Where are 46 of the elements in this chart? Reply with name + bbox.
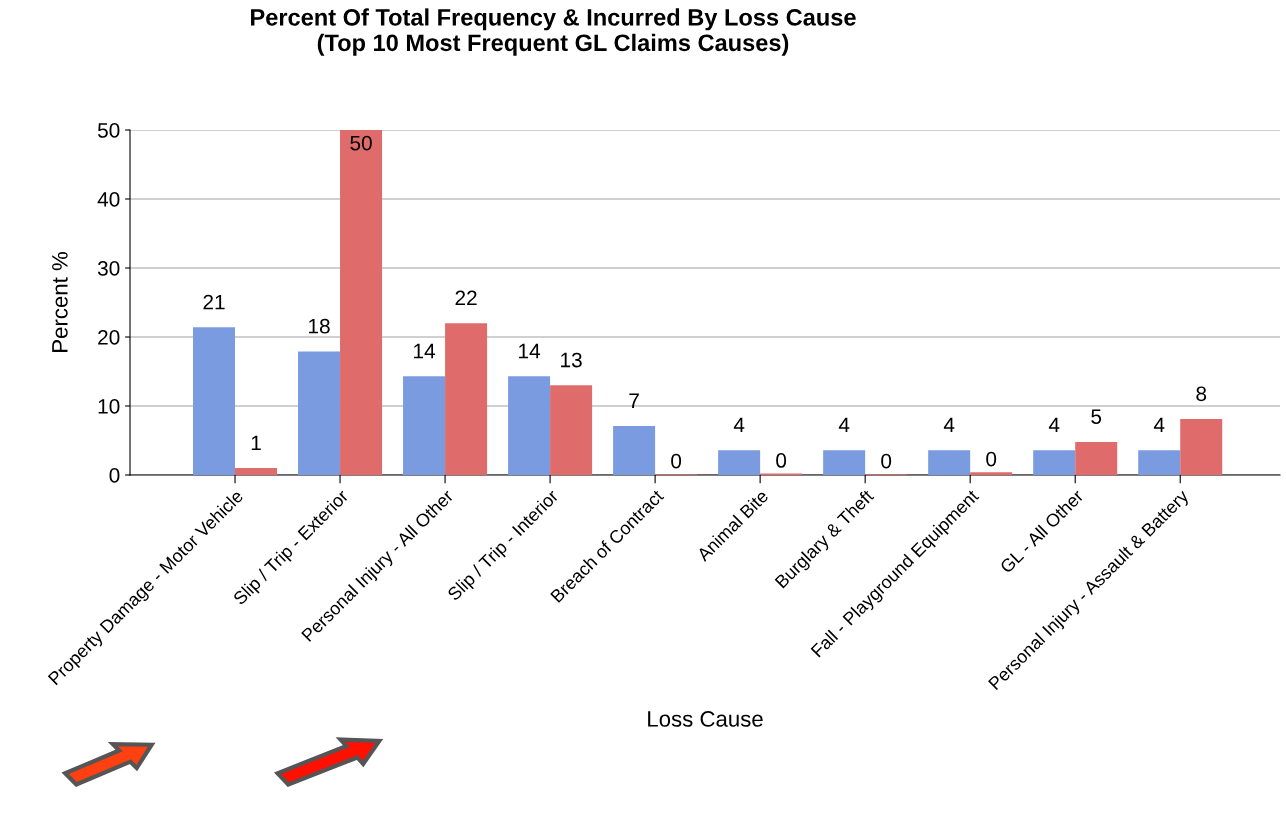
y-tick-label: 50	[97, 123, 120, 138]
data-label: 4	[943, 417, 955, 433]
data-label: 22	[455, 290, 477, 306]
y-tick-label: 0	[109, 468, 120, 483]
data-label: 1	[251, 435, 261, 450]
bar	[403, 376, 446, 475]
data-label: 0	[671, 453, 682, 469]
x-axis-title: Loss Cause	[648, 711, 763, 727]
bar	[1075, 441, 1118, 475]
bar	[235, 468, 278, 475]
bar	[1033, 450, 1076, 475]
data-label: 0	[986, 451, 997, 467]
data-label: 50	[350, 135, 372, 151]
bar	[508, 376, 551, 475]
data-label: 4	[1048, 417, 1060, 433]
data-label: 14	[414, 343, 436, 359]
data-label: 13	[561, 352, 582, 368]
bar	[550, 385, 593, 475]
data-label: 8	[1196, 386, 1207, 402]
bar	[1138, 450, 1181, 475]
bar	[193, 327, 236, 475]
y-tick-label: 10	[98, 399, 120, 414]
data-label: 4	[733, 417, 745, 433]
y-tick-label: 40	[97, 192, 120, 207]
bar	[970, 472, 1013, 475]
bar	[613, 426, 656, 475]
y-axis-title: Percent %	[52, 252, 68, 352]
y-tick-label: 30	[97, 261, 120, 276]
bar	[1180, 419, 1223, 475]
y-tick-label: 20	[98, 330, 120, 345]
data-label: 0	[776, 453, 787, 468]
data-label: 5	[1091, 409, 1102, 424]
data-label: 4	[1153, 417, 1165, 433]
chart-title: Percent Of Total Frequency & Incurred By Loss Cause (Top 10 Most Frequent GL Claims Causes)	[251, 8, 856, 56]
bar	[718, 450, 761, 475]
data-label: 4	[838, 417, 850, 433]
data-label: 18	[309, 318, 330, 334]
bar	[298, 351, 341, 475]
bar	[928, 450, 971, 475]
bar	[823, 450, 866, 475]
data-label: 14	[519, 343, 541, 359]
data-label: 7	[629, 393, 639, 408]
bar	[340, 130, 383, 475]
bar	[445, 323, 488, 475]
data-label: 0	[881, 453, 892, 469]
data-label: 21	[203, 294, 225, 310]
